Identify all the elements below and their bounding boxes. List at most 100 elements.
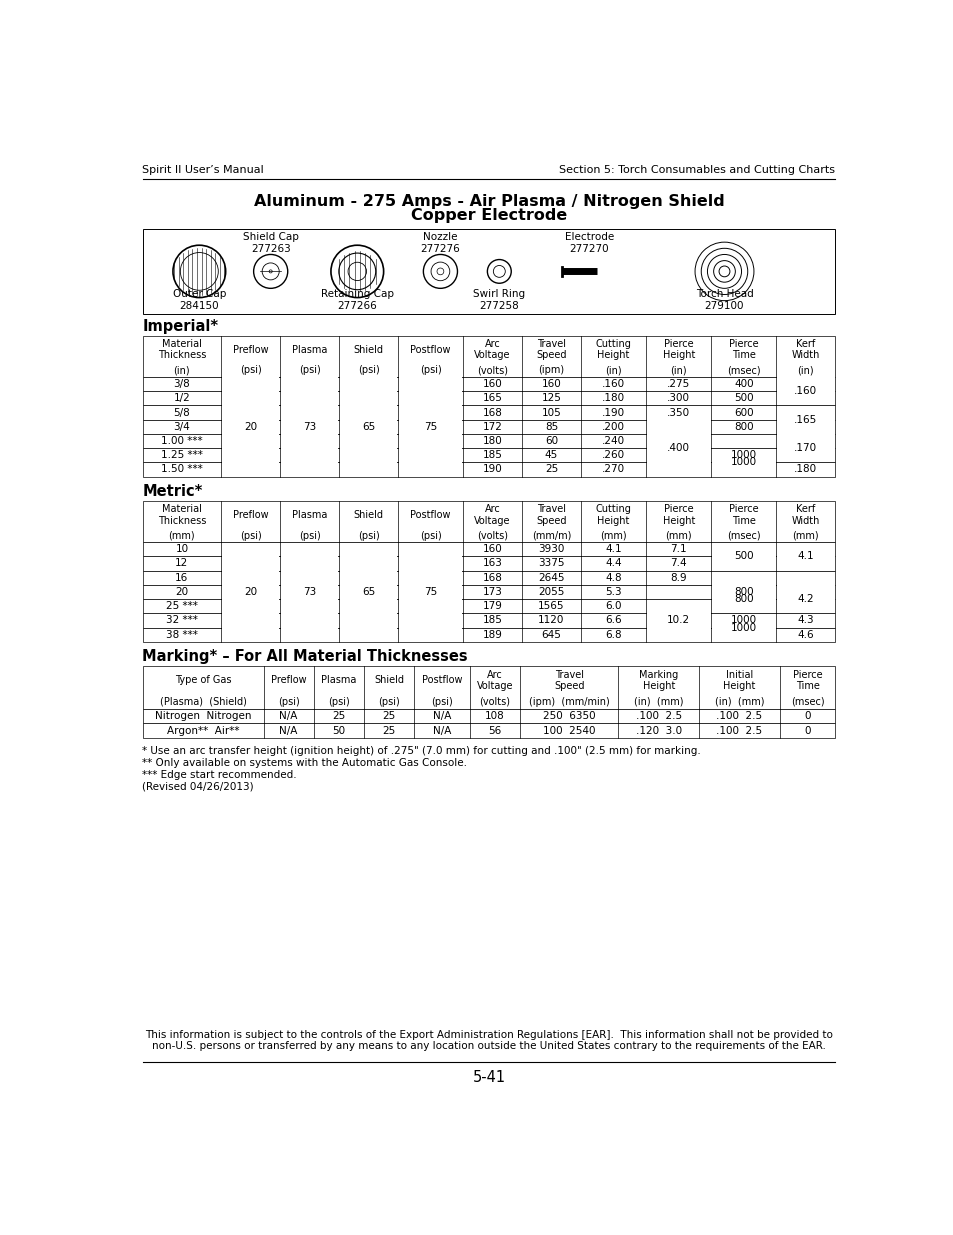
Text: (msec): (msec) — [790, 697, 823, 706]
Text: (psi): (psi) — [239, 366, 261, 375]
Text: 65: 65 — [361, 421, 375, 432]
Text: 500: 500 — [733, 551, 753, 561]
Text: 75: 75 — [423, 421, 436, 432]
Text: 5/8: 5/8 — [173, 408, 190, 417]
Text: 6.0: 6.0 — [604, 601, 621, 611]
Text: 20: 20 — [175, 587, 189, 597]
Bar — [142, 448, 835, 462]
Text: 6.8: 6.8 — [604, 630, 621, 640]
Text: *** Edge start recommended.: *** Edge start recommended. — [142, 769, 296, 779]
Bar — [142, 599, 835, 614]
Text: 6.6: 6.6 — [604, 615, 621, 625]
Text: Preflow: Preflow — [233, 510, 269, 520]
Text: N/A: N/A — [279, 711, 297, 721]
Text: Plasma: Plasma — [292, 510, 327, 520]
Text: .180: .180 — [601, 393, 624, 404]
Bar — [142, 391, 835, 405]
Bar — [398, 542, 462, 641]
Text: 16: 16 — [175, 573, 189, 583]
Text: 4.8: 4.8 — [604, 573, 621, 583]
Text: 3375: 3375 — [537, 558, 564, 568]
Text: 10: 10 — [175, 545, 189, 555]
Text: 1000: 1000 — [730, 615, 756, 625]
Text: 32 ***: 32 *** — [166, 615, 197, 625]
Bar — [142, 501, 835, 542]
Bar — [142, 405, 835, 420]
Text: .100  2.5: .100 2.5 — [635, 711, 681, 721]
Text: Torch Head
279100: Torch Head 279100 — [695, 289, 753, 311]
Text: 1565: 1565 — [537, 601, 564, 611]
Circle shape — [269, 270, 272, 273]
Bar — [398, 378, 462, 475]
Text: 20: 20 — [244, 421, 257, 432]
Text: Pierce
Height: Pierce Height — [661, 338, 694, 361]
Text: .240: .240 — [601, 436, 624, 446]
Text: Pierce
Time: Pierce Time — [728, 338, 758, 361]
Text: 7.1: 7.1 — [670, 545, 686, 555]
Text: 163: 163 — [482, 558, 502, 568]
Text: Kerf
Width: Kerf Width — [791, 338, 820, 361]
Text: 38 ***: 38 *** — [166, 630, 197, 640]
Text: 5-41: 5-41 — [472, 1070, 505, 1084]
Text: Material
Thickness: Material Thickness — [157, 504, 206, 526]
Text: Cutting
Height: Cutting Height — [595, 338, 631, 361]
Text: 168: 168 — [482, 573, 502, 583]
Text: N/A: N/A — [279, 726, 297, 736]
Text: 8.9: 8.9 — [670, 573, 686, 583]
Text: 600: 600 — [733, 408, 753, 417]
Text: 1000: 1000 — [730, 451, 756, 461]
Text: (psi): (psi) — [277, 697, 299, 706]
Text: (in): (in) — [604, 366, 621, 375]
Text: Arc
Voltage: Arc Voltage — [474, 504, 510, 526]
Text: Imperial*: Imperial* — [142, 319, 218, 335]
Text: Copper Electrode: Copper Electrode — [411, 209, 566, 224]
Text: 185: 185 — [482, 451, 502, 461]
Text: Argon**  Air**: Argon** Air** — [167, 726, 239, 736]
Text: .200: .200 — [601, 421, 624, 432]
Text: Postflow: Postflow — [421, 676, 461, 685]
Text: 4.4: 4.4 — [604, 558, 621, 568]
Text: Swirl Ring
277258: Swirl Ring 277258 — [473, 289, 525, 311]
Bar — [142, 336, 835, 377]
Text: Kerf
Width: Kerf Width — [791, 504, 820, 526]
Text: (psi): (psi) — [419, 531, 441, 541]
Text: Outer Cap
284150: Outer Cap 284150 — [172, 289, 226, 311]
Text: (in): (in) — [670, 366, 686, 375]
Text: 800: 800 — [733, 594, 753, 604]
Text: 12: 12 — [175, 558, 189, 568]
Text: 20: 20 — [244, 587, 257, 597]
Text: (msec): (msec) — [726, 366, 760, 375]
Text: Preflow: Preflow — [233, 345, 269, 354]
Bar — [142, 614, 835, 627]
Text: (mm): (mm) — [664, 531, 691, 541]
Text: Shield: Shield — [374, 676, 403, 685]
Text: Pierce
Time: Pierce Time — [792, 669, 821, 692]
Text: Shield: Shield — [354, 345, 383, 354]
Text: .170: .170 — [794, 443, 817, 453]
Text: .165: .165 — [794, 415, 817, 425]
Bar — [711, 448, 775, 475]
Text: 25: 25 — [382, 711, 395, 721]
Bar — [142, 542, 835, 556]
Text: (msec): (msec) — [726, 531, 760, 541]
Text: (psi): (psi) — [357, 531, 379, 541]
Text: .270: .270 — [601, 464, 624, 474]
Bar — [711, 585, 775, 613]
Text: Retaining Cap
277266: Retaining Cap 277266 — [320, 289, 394, 311]
Text: 1.00 ***: 1.00 *** — [161, 436, 203, 446]
Bar — [777, 435, 834, 462]
Bar — [142, 377, 835, 391]
Text: 645: 645 — [541, 630, 560, 640]
Bar — [142, 667, 835, 709]
Text: N/A: N/A — [433, 711, 451, 721]
Text: 73: 73 — [303, 421, 316, 432]
Bar — [142, 228, 835, 314]
Text: Material
Thickness: Material Thickness — [157, 338, 206, 361]
Text: Electrode
277270: Electrode 277270 — [564, 232, 614, 253]
Text: Pierce
Time: Pierce Time — [728, 504, 758, 526]
Bar — [777, 463, 834, 475]
Text: 1000: 1000 — [730, 457, 756, 467]
Text: (psi): (psi) — [328, 697, 350, 706]
Text: Aluminum - 275 Amps - Air Plasma / Nitrogen Shield: Aluminum - 275 Amps - Air Plasma / Nitro… — [253, 194, 723, 210]
Text: (volts): (volts) — [476, 366, 508, 375]
